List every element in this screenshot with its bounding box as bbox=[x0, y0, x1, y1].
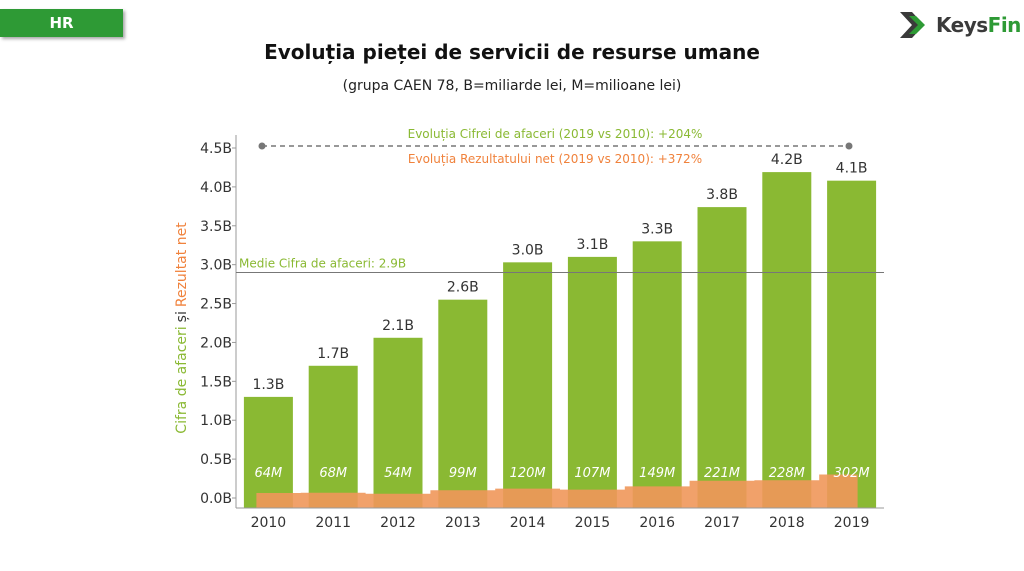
bar-value-label: 1.3B bbox=[252, 377, 284, 393]
annotations: Medie Cifra de afaceri: 2.9B Evoluția Cif… bbox=[236, 127, 884, 273]
x-tick-label: 2019 bbox=[834, 515, 870, 531]
hr-badge-label: HR bbox=[49, 14, 74, 32]
logo-text-keys: Keys bbox=[936, 13, 988, 37]
logo-text: KeysFin bbox=[936, 13, 1021, 37]
bar-2015 bbox=[567, 256, 617, 508]
y-tick-label: 3.0B bbox=[200, 258, 232, 274]
x-tick-label: 2018 bbox=[769, 515, 805, 531]
keysfin-logo: KeysFin bbox=[898, 8, 1021, 42]
net-result-value-label: 68M bbox=[319, 466, 347, 481]
bar-value-label: 2.6B bbox=[447, 280, 479, 296]
bar-2016 bbox=[632, 241, 682, 509]
bar-value-label: 3.8B bbox=[706, 187, 738, 203]
x-tick-label: 2011 bbox=[315, 515, 351, 531]
net-result-value-label: 228M bbox=[769, 466, 805, 481]
net-result-value-label: 99M bbox=[449, 466, 477, 481]
net-result-value-label: 149M bbox=[639, 466, 675, 481]
y-axis-label-net: Rezultat net bbox=[174, 222, 190, 307]
bar-2017 bbox=[697, 207, 747, 508]
x-tick-label: 2013 bbox=[445, 515, 481, 531]
x-tick-label: 2016 bbox=[639, 515, 675, 531]
bar-2012 bbox=[373, 337, 423, 508]
y-tick-label: 0.5B bbox=[200, 452, 232, 468]
bar-value-label: 3.0B bbox=[512, 242, 544, 258]
net-result-area bbox=[256, 474, 858, 508]
y-tick-label: 3.5B bbox=[200, 219, 232, 235]
growth-line-start-dot bbox=[258, 142, 266, 150]
x-tick-label: 2015 bbox=[575, 515, 611, 531]
bar-2011 bbox=[308, 365, 358, 508]
bar-value-label: 4.1B bbox=[836, 161, 868, 177]
y-axis: 0.0B 0.5B 1.0B 1.5B 2.0B 2.5B 3.0B 3.5B 4.0B 4.5B… bbox=[174, 135, 237, 508]
x-tick-label: 2012 bbox=[380, 515, 416, 531]
y-tick-label: 0.0B bbox=[200, 491, 232, 507]
logo-text-fin: Fin bbox=[987, 13, 1022, 37]
x-tick-label: 2010 bbox=[251, 515, 287, 531]
bar-value-label: 1.7B bbox=[317, 346, 349, 362]
growth-line-end-dot bbox=[845, 142, 853, 150]
x-axis: 2010 2011 2012 2013 2014 2015 2016 2017 2018 2019 bbox=[236, 507, 884, 531]
x-tick-label: 2014 bbox=[510, 515, 546, 531]
bar-value-label: 3.3B bbox=[641, 221, 673, 237]
net-result-value-label: 54M bbox=[384, 466, 412, 481]
y-tick-label: 1.0B bbox=[200, 413, 232, 429]
y-axis-label-and: și bbox=[174, 311, 190, 322]
data-labels: 1.3B 1.7B 2.1B 2.6B 3.0B 3.1B 3.3B 3.8B 4.2B 4.1B… bbox=[252, 152, 869, 481]
bar-2014 bbox=[503, 262, 553, 508]
y-tick-label: 1.5B bbox=[200, 374, 232, 390]
net-result-value-label: 221M bbox=[704, 466, 740, 481]
bar-value-label: 2.1B bbox=[382, 318, 414, 334]
bar-2019 bbox=[827, 180, 877, 508]
y-axis-label: Cifra de afaceri și Rezultat net bbox=[174, 222, 190, 434]
average-line-label: Medie Cifra de afaceri: 2.9B bbox=[239, 256, 406, 270]
net-result-area-shape bbox=[256, 474, 858, 508]
bar-2018 bbox=[762, 172, 812, 508]
y-axis-label-revenue: Cifra de afaceri bbox=[174, 326, 190, 433]
chart-title: Evoluția pieței de servicii de resurse u… bbox=[264, 40, 760, 64]
revenue-growth-annotation: Evoluția Cifrei de afaceri (2019 vs 2010… bbox=[408, 127, 703, 141]
bar-value-label: 4.2B bbox=[771, 152, 803, 168]
keysfin-chevron-logo-icon bbox=[900, 12, 925, 38]
net-result-value-label: 302M bbox=[834, 466, 870, 481]
bar-value-label: 3.1B bbox=[576, 237, 608, 253]
net-result-value-label: 107M bbox=[574, 466, 610, 481]
net-result-value-label: 64M bbox=[255, 466, 283, 481]
bar-2013 bbox=[438, 299, 488, 508]
net-result-value-label: 120M bbox=[510, 466, 546, 481]
bar-2010 bbox=[243, 396, 293, 508]
x-tick-label: 2017 bbox=[704, 515, 740, 531]
profit-growth-annotation: Evoluția Rezultatului net (2019 vs 2010)… bbox=[408, 152, 702, 166]
hr-badge: HR bbox=[0, 9, 123, 37]
y-tick-label: 4.0B bbox=[200, 180, 232, 196]
bars bbox=[243, 172, 877, 509]
y-tick-label: 4.5B bbox=[200, 141, 232, 157]
y-tick-label: 2.5B bbox=[200, 297, 232, 313]
chart-subtitle: (grupa CAEN 78, B=miliarde lei, M=milioa… bbox=[342, 78, 682, 94]
y-tick-label: 2.0B bbox=[200, 335, 232, 351]
